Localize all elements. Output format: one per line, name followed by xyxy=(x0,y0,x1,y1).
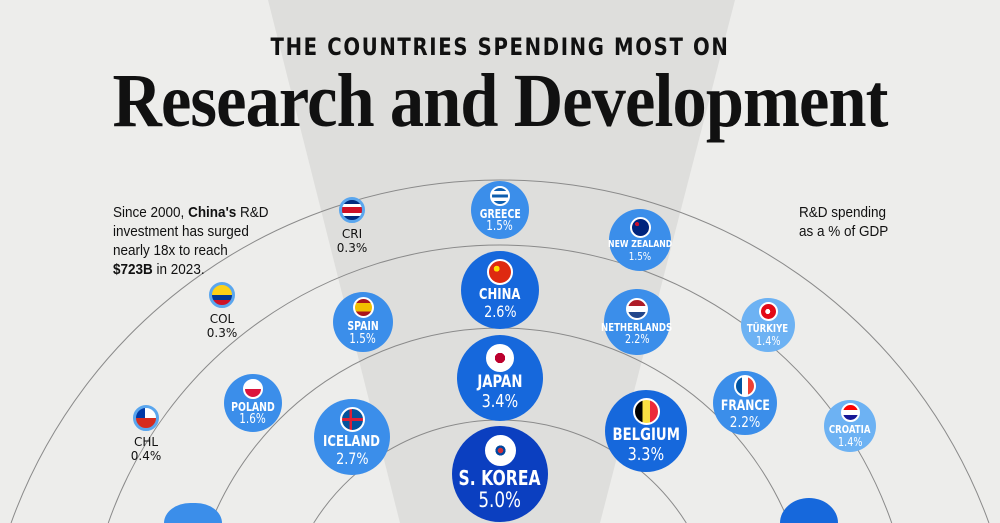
country-bubble-croatia: CROATIA 1.4% xyxy=(824,400,876,452)
note-text: Since 2000, xyxy=(113,204,189,221)
china-flag-icon xyxy=(487,259,513,286)
greece-flag-icon xyxy=(490,185,510,206)
note-highlight: $723B xyxy=(113,261,153,278)
kicker-title: THE COUNTRIES SPENDING MOST ON xyxy=(270,33,730,61)
legend-text: R&D spending xyxy=(799,204,887,221)
country-value: 0.4% xyxy=(130,449,162,463)
country-bubble-poland: POLAND 1.6% xyxy=(224,374,282,432)
country-value: 1.4% xyxy=(755,333,781,348)
poland-flag-icon xyxy=(243,378,263,399)
iceland-flag-icon xyxy=(339,406,365,432)
legend-note: R&D spending as a % of GDP xyxy=(799,203,888,241)
country-value: 3.4% xyxy=(481,391,519,413)
country-name: S. KOREA xyxy=(459,466,542,491)
country-value: 2.2% xyxy=(729,413,761,432)
country-bubble-italy-partial xyxy=(164,503,222,523)
country-name: COL xyxy=(209,312,235,326)
country-name: CHL xyxy=(133,435,159,449)
country-name: FRANCE xyxy=(720,398,770,415)
country-name: CRI xyxy=(341,227,363,241)
country-name: SPAIN xyxy=(347,319,379,334)
country-bubble-new-zealand: NEW ZEALAND 1.5% xyxy=(607,209,673,271)
ring-3 xyxy=(107,244,893,523)
ring-4 xyxy=(10,179,990,523)
country-value: 2.7% xyxy=(335,448,369,468)
country-name: NEW ZEALAND xyxy=(607,239,673,251)
country-value: 2.2% xyxy=(624,332,650,347)
country-bubble-iceland: ICELAND 2.7% xyxy=(314,399,390,475)
main-title: Research and Development xyxy=(112,59,888,143)
spain-flag-icon xyxy=(352,297,374,319)
country-marker-chl: CHL 0.4% xyxy=(121,405,171,463)
col-flag-icon xyxy=(209,282,235,308)
country-name: NETHERLANDS xyxy=(601,320,673,334)
country-marker-cri: CRI 0.3% xyxy=(327,197,377,255)
south-korea-flag-icon xyxy=(484,435,516,467)
country-value: 2.6% xyxy=(483,302,517,322)
belgium-flag-icon xyxy=(632,397,660,425)
country-value: 1.6% xyxy=(239,412,267,428)
country-bubble-france: FRANCE 2.2% xyxy=(713,371,777,435)
new-zealand-flag-icon xyxy=(629,217,651,239)
croatia-flag-icon xyxy=(840,403,860,423)
country-name: ICELAND xyxy=(323,431,381,450)
cri-flag-icon xyxy=(339,197,365,223)
legend-text: as a % of GDP xyxy=(799,223,889,240)
country-marker-col: COL 0.3% xyxy=(197,282,247,340)
note-text: investment has surged xyxy=(113,223,249,240)
country-bubble-s-korea: S. KOREA 5.0% xyxy=(452,426,548,522)
country-bubble-greece: GREECE 1.5% xyxy=(471,181,529,239)
country-name: CROATIA xyxy=(829,423,871,437)
country-bubble-japan: JAPAN 3.4% xyxy=(457,335,543,421)
country-bubble-netherlands: NETHERLANDS 2.2% xyxy=(601,289,673,355)
china-note: Since 2000, China's R&D investment has s… xyxy=(113,203,269,279)
country-name: GREECE xyxy=(479,206,521,221)
country-name: JAPAN xyxy=(477,372,523,393)
note-highlight: China's xyxy=(188,204,237,221)
country-bubble-spain: SPAIN 1.5% xyxy=(333,292,393,352)
note-text: nearly 18x to reach xyxy=(113,242,228,259)
country-value: 5.0% xyxy=(478,488,522,513)
note-text: in 2023. xyxy=(152,261,205,278)
japan-flag-icon xyxy=(486,344,514,373)
country-bubble-türkiye: TÜRKIYE 1.4% xyxy=(741,298,795,352)
country-bubble-belgium: BELGIUM 3.3% xyxy=(605,390,687,472)
country-name: CHINA xyxy=(479,285,521,304)
country-value: 1.5% xyxy=(628,249,652,263)
country-name: BELGIUM xyxy=(612,424,680,445)
country-name: POLAND xyxy=(231,399,275,414)
country-name: TÜRKIYE xyxy=(747,322,789,336)
country-value: 0.3% xyxy=(336,241,368,255)
country-value: 1.5% xyxy=(349,331,377,347)
netherlands-flag-icon xyxy=(626,297,648,320)
country-value: 0.3% xyxy=(206,326,238,340)
turkiye-flag-icon xyxy=(758,302,778,322)
country-value: 1.4% xyxy=(837,434,863,449)
country-value: 1.5% xyxy=(486,219,514,235)
chl-flag-icon xyxy=(133,405,159,431)
note-text: R&D xyxy=(236,204,269,221)
france-flag-icon xyxy=(734,375,756,398)
country-value: 3.3% xyxy=(627,443,665,465)
country-bubble-china: CHINA 2.6% xyxy=(461,251,539,329)
